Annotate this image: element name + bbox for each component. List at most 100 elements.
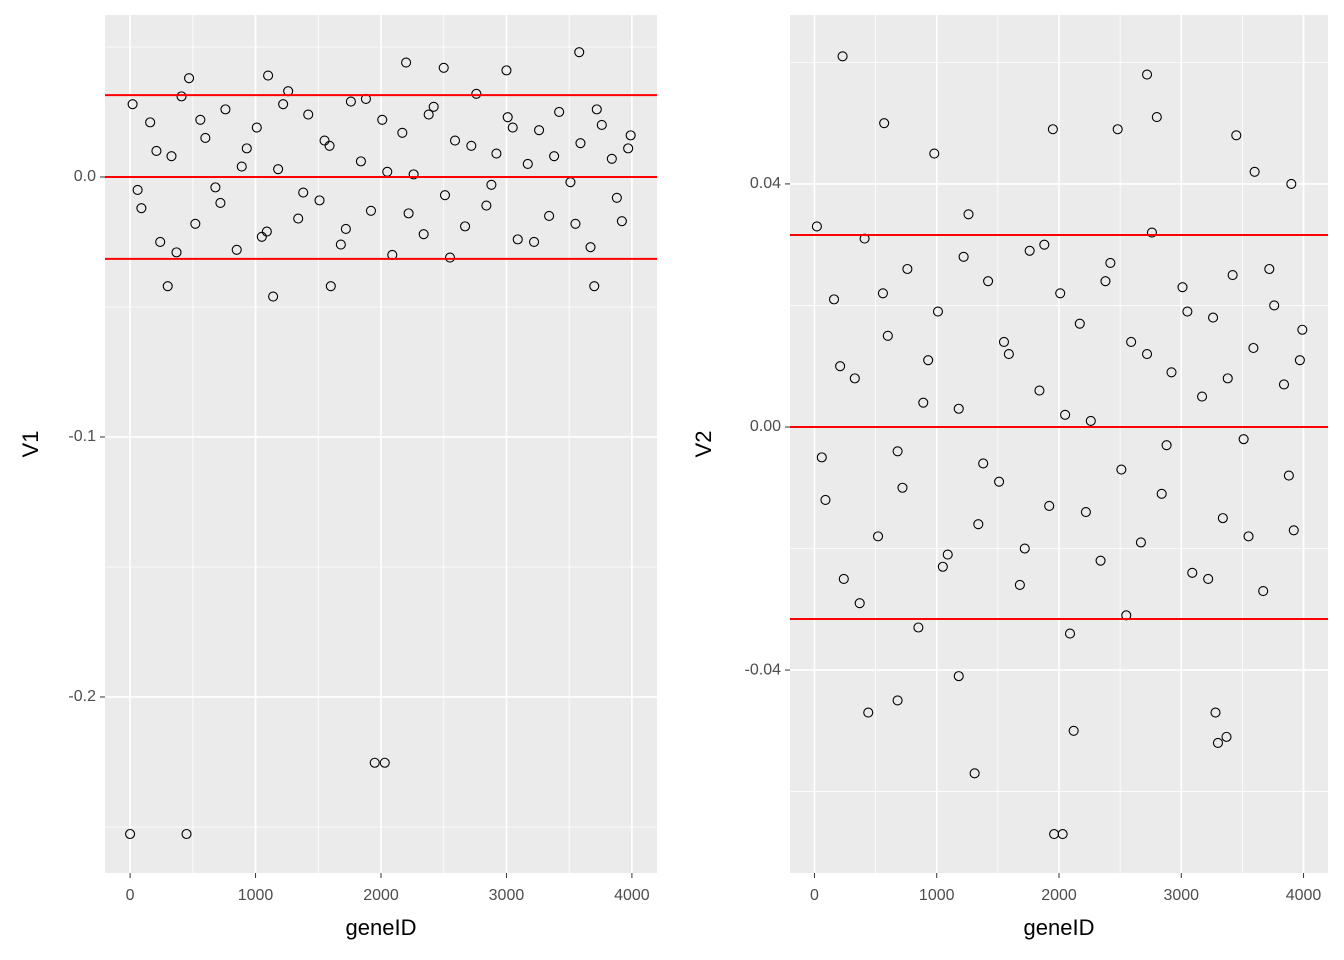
point <box>1208 312 1219 323</box>
y-tick-label: 0.04 <box>750 175 781 192</box>
x-tick-label: 1000 <box>238 887 274 904</box>
point <box>1034 385 1045 396</box>
point <box>408 169 419 180</box>
point <box>460 221 471 232</box>
point <box>929 148 940 159</box>
point <box>585 242 596 253</box>
y-tick-label: -0.04 <box>745 661 782 678</box>
x-tick-label: 3000 <box>489 887 525 904</box>
point <box>1286 178 1297 189</box>
point <box>574 47 585 58</box>
point <box>501 65 512 76</box>
x-tick-label: 1000 <box>919 887 955 904</box>
point <box>1057 829 1068 840</box>
point <box>444 252 456 263</box>
point <box>1044 500 1055 512</box>
point <box>397 127 408 138</box>
point <box>554 106 565 118</box>
point <box>932 306 944 317</box>
point <box>913 622 924 633</box>
point <box>1161 440 1172 451</box>
point <box>591 104 602 115</box>
point <box>401 57 412 68</box>
point <box>325 281 336 292</box>
point <box>1248 342 1259 354</box>
point <box>994 476 1005 487</box>
point <box>958 251 969 262</box>
point <box>1105 257 1116 268</box>
point <box>314 195 325 206</box>
x-tick-label: 2000 <box>363 887 399 904</box>
point <box>200 132 211 144</box>
point <box>1064 628 1076 639</box>
point <box>872 531 884 542</box>
point <box>1039 239 1050 250</box>
y-tick-label: 0.00 <box>750 418 781 435</box>
point <box>190 218 201 229</box>
point <box>1221 731 1232 742</box>
point <box>261 226 272 237</box>
point <box>570 218 581 229</box>
point <box>365 205 377 216</box>
point <box>1177 282 1188 293</box>
point <box>522 158 533 170</box>
x-tick-label: 4000 <box>1286 887 1322 904</box>
point <box>575 138 586 149</box>
point <box>937 561 948 572</box>
point <box>963 209 974 220</box>
point <box>1212 737 1224 749</box>
point <box>335 239 346 250</box>
point <box>902 263 913 275</box>
point <box>1283 470 1294 481</box>
y-tick-label: -0.1 <box>68 428 96 445</box>
point <box>136 203 147 214</box>
point <box>820 494 831 505</box>
point <box>1269 300 1280 311</box>
point <box>969 768 980 779</box>
point <box>423 109 434 120</box>
point <box>625 130 636 141</box>
point <box>1141 349 1153 360</box>
point <box>1203 573 1214 584</box>
point <box>293 213 304 224</box>
point <box>418 229 429 240</box>
point <box>1014 579 1025 591</box>
point <box>220 104 231 115</box>
point <box>1112 124 1123 135</box>
point <box>132 184 143 196</box>
point <box>534 125 545 136</box>
point <box>596 119 607 131</box>
point <box>811 221 822 232</box>
point <box>863 707 874 718</box>
point <box>529 236 540 248</box>
point <box>1126 336 1137 347</box>
point <box>1095 555 1106 566</box>
point <box>1085 415 1096 426</box>
point <box>998 336 1010 347</box>
point <box>231 244 242 255</box>
point <box>1264 263 1275 275</box>
point <box>1227 270 1238 281</box>
point <box>1141 69 1153 80</box>
point <box>1019 543 1030 554</box>
point <box>155 236 166 248</box>
point <box>324 140 335 151</box>
point <box>303 109 314 120</box>
point <box>1294 355 1305 366</box>
point <box>428 101 439 112</box>
point <box>273 164 284 175</box>
point <box>210 182 221 193</box>
point <box>145 117 156 128</box>
point <box>1249 166 1260 177</box>
point <box>918 397 929 408</box>
point <box>1047 124 1058 135</box>
point <box>973 519 984 530</box>
point <box>162 281 173 292</box>
point <box>616 216 627 227</box>
point <box>256 231 267 242</box>
point <box>1187 567 1198 578</box>
point <box>1222 373 1233 384</box>
point <box>1074 318 1085 329</box>
point <box>942 549 953 560</box>
